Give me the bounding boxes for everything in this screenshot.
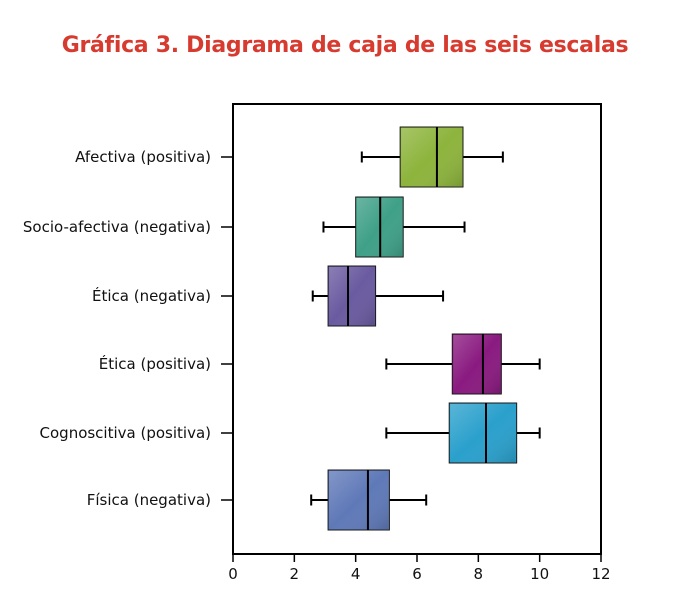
box-group xyxy=(310,469,428,531)
category-label: Física (negativa) xyxy=(87,491,211,509)
x-tick-label: 2 xyxy=(290,565,300,583)
box-group xyxy=(360,126,504,188)
x-tick-label: 6 xyxy=(412,565,422,583)
x-tick-label: 8 xyxy=(474,565,484,583)
category-label: Socio-afectiva (negativa) xyxy=(23,218,211,236)
box-shading xyxy=(329,267,375,325)
box-group xyxy=(385,333,541,395)
category-label: Cognoscitiva (positiva) xyxy=(40,424,211,442)
x-axis: 0 2 4 6 8 10 12 xyxy=(228,554,611,583)
box-shading xyxy=(450,404,516,462)
chart-title: Gráfica 3. Diagrama de caja de las seis … xyxy=(61,33,629,58)
box-group xyxy=(385,402,541,464)
x-tick-label: 4 xyxy=(351,565,361,583)
y-axis: Afectiva (positiva) Socio-afectiva (negat… xyxy=(23,148,233,509)
x-tick-label: 0 xyxy=(228,565,238,583)
box-shading xyxy=(453,335,501,393)
x-tick-label: 10 xyxy=(530,565,549,583)
category-label: Afectiva (positiva) xyxy=(75,148,211,166)
boxes-layer xyxy=(310,126,541,531)
box-group xyxy=(311,265,445,327)
category-label: Ética (negativa) xyxy=(92,286,211,305)
box-group xyxy=(322,196,466,258)
box-shading xyxy=(329,471,389,529)
category-label: Ética (positiva) xyxy=(99,354,211,373)
x-tick-label: 12 xyxy=(591,565,610,583)
box-shading xyxy=(401,128,462,186)
